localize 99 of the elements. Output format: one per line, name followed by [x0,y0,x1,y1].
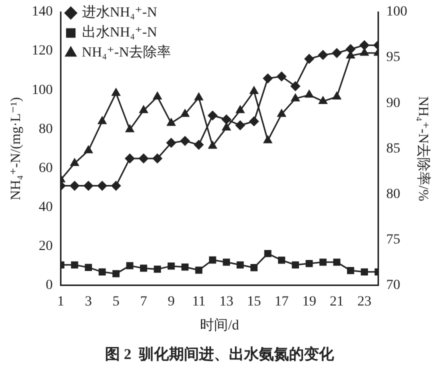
point [222,122,231,130]
point [84,181,94,191]
point [236,261,244,268]
point [195,266,202,274]
y2-tick-label: 90 [386,96,400,111]
point [249,116,259,126]
x-tick-label: 21 [330,294,344,310]
point [277,109,286,117]
y-axis-title: NH₄⁺-N/(mg·L⁻¹) [9,96,24,200]
y2-tick-label: 95 [386,50,400,66]
point [332,48,342,58]
point [236,106,244,114]
point [360,48,369,56]
point [70,158,79,166]
y2-tick-label: 80 [386,186,400,202]
point [97,181,107,191]
point [111,181,121,191]
y2-axis-title: NH₄⁺-N去除率/% [414,96,431,202]
point [181,263,189,271]
point [208,110,218,120]
point [278,256,286,264]
y-tick-label: 40 [38,200,53,215]
y-tick-label: 20 [38,239,53,254]
point [304,54,314,64]
y-tick-label: 120 [32,44,53,59]
y-tick-label: 0 [46,278,53,294]
y2-tick-label: 85 [386,141,400,156]
x-axis-title: 时间/d [200,317,239,334]
x-tick-label: 1 [57,294,64,310]
point [222,258,230,266]
x-tick-label: 13 [219,294,234,310]
point [306,260,313,268]
point [126,124,134,132]
point [139,106,148,114]
point [194,92,204,100]
point [140,264,148,272]
point [332,92,342,100]
point [318,96,328,104]
point [264,250,272,258]
x-tick-label: 9 [168,294,175,310]
point [180,109,190,117]
y2-tick-label: 75 [386,232,400,248]
x-tick-label: 3 [84,294,92,310]
y-tick-label: 60 [38,160,53,176]
point [152,154,162,164]
point [180,136,190,146]
x-tick-label: 15 [247,294,261,310]
point [208,141,217,149]
point [304,90,314,98]
point [153,92,162,100]
x-tick-label: 23 [357,294,372,310]
point [71,261,78,268]
point [318,50,328,60]
point [154,266,161,273]
point [166,138,176,148]
point [250,86,258,94]
x-tick-label: 11 [192,294,206,310]
point [290,81,300,91]
legend-label: 出水NH₄⁺-N [82,24,158,41]
point [138,154,148,164]
point [347,266,354,274]
point [235,120,245,130]
point [84,146,93,154]
point [292,261,299,268]
point [319,258,327,266]
point [222,114,232,124]
point [166,118,176,126]
point [264,136,272,144]
legend-label: NH₄⁺-N去除率 [82,44,172,61]
point [98,116,106,124]
point [112,270,120,278]
point [291,94,300,102]
x-tick-label: 19 [302,294,316,310]
y2-tick-label: 70 [386,278,400,294]
point [84,264,92,272]
y-tick-label: 80 [38,122,53,137]
point [333,258,340,266]
point [276,72,286,82]
point [346,44,356,54]
point [263,74,273,84]
text: 图 2 驯化期间进、出水氨氮的变化 [105,344,335,363]
y-tick-label: 100 [32,82,53,98]
point [168,262,175,270]
x-tick-label: 5 [112,294,120,310]
point [360,40,370,50]
y-tick-label: 140 [32,4,53,20]
point [126,262,134,270]
x-tick-label: 17 [274,294,289,310]
point [250,264,258,272]
point [70,181,80,191]
point [112,88,120,96]
y2-tick-label: 100 [386,4,408,20]
point [194,140,204,150]
point [209,256,216,264]
x-tick-label: 7 [140,294,148,310]
point [125,154,135,164]
point [98,268,106,276]
point [360,268,368,276]
legend-label: 进水NH₄⁺-N [82,4,158,21]
